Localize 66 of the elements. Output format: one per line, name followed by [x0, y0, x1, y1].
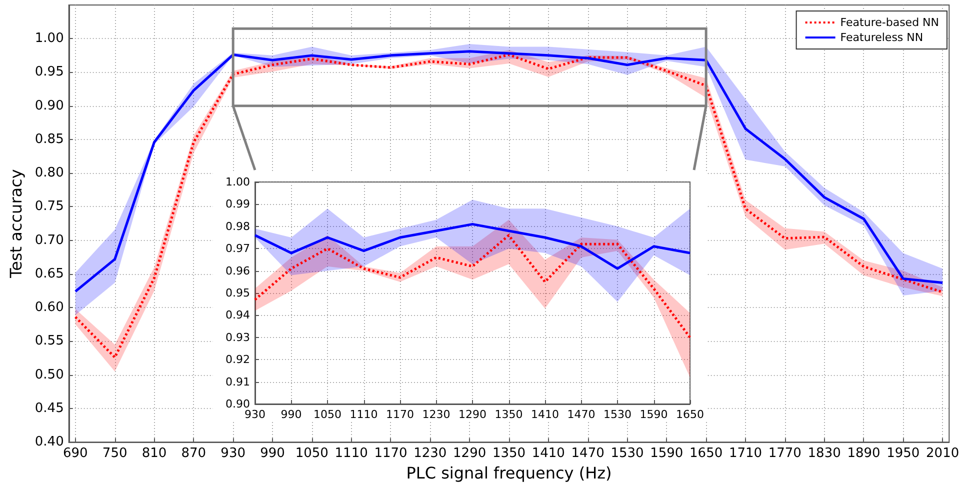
y-tick-label: 0.65	[34, 266, 64, 282]
y-tick-label: 0.90	[34, 98, 64, 114]
x-tick-label: 1530	[610, 446, 644, 462]
y-tick-label: 0.97	[226, 242, 250, 256]
x-tick-label: 990	[260, 446, 285, 462]
y-tick-label: 0.95	[34, 64, 64, 80]
x-tick-label: 1050	[295, 446, 328, 462]
x-tick-label: 1710	[728, 446, 762, 462]
y-tick-label: 0.99	[226, 198, 250, 211]
x-tick-label: 1290	[458, 408, 486, 421]
x-tick-label: 1350	[492, 446, 526, 462]
y-tick-label: 1.00	[226, 176, 250, 188]
x-tick-label: 870	[181, 446, 206, 462]
x-tick-label: 1890	[847, 446, 880, 462]
x-tick-label: 930	[244, 408, 266, 421]
y-tick-label: 0.85	[34, 132, 64, 147]
y-tick-label: 0.75	[34, 199, 64, 214]
x-tick-label: 1770	[768, 446, 802, 462]
x-tick-label: 1950	[886, 446, 920, 462]
x-tick-label: 1470	[567, 408, 596, 421]
y-axis-title: Test accuracy	[6, 169, 26, 279]
x-tick-label: 1830	[808, 446, 841, 462]
x-tick-label: 2010	[926, 446, 960, 462]
y-tick-label: 1.00	[34, 31, 64, 46]
x-tick-label: 750	[102, 446, 128, 462]
line-series	[254, 234, 692, 339]
x-tick-label: 1410	[532, 446, 565, 462]
y-tick-label: 0.96	[226, 264, 250, 278]
x-tick-label: 990	[280, 408, 302, 421]
y-tick-label: 0.90	[226, 398, 250, 410]
x-tick-label: 1590	[640, 408, 668, 421]
x-tick-label: 1170	[374, 446, 408, 462]
legend-label: Feature-based NN	[840, 16, 940, 29]
legend-label: Featureless NN	[840, 31, 924, 44]
y-tick-label: 0.45	[34, 400, 64, 416]
x-tick-label: 1470	[571, 446, 604, 462]
x-tick-label: 1110	[350, 408, 378, 421]
x-tick-label: 1290	[453, 446, 486, 462]
line-series	[254, 222, 692, 270]
x-tick-label: 690	[63, 446, 88, 462]
y-tick-label: 0.55	[34, 334, 64, 349]
x-tick-label: 1650	[690, 446, 723, 462]
y-tick-label: 0.40	[34, 434, 64, 450]
x-tick-label: 810	[142, 446, 167, 462]
x-tick-label: 1530	[604, 408, 632, 421]
y-tick-label: 0.92	[226, 353, 250, 366]
y-tick-label: 0.95	[226, 286, 250, 300]
y-tick-label: 0.80	[34, 166, 64, 181]
x-tick-label: 930	[220, 446, 246, 462]
x-axis-title: PLC signal frequency (Hz)	[406, 464, 612, 482]
y-tick-label: 0.98	[226, 220, 250, 233]
y-tick-label: 0.60	[34, 300, 64, 316]
y-tick-label: 0.93	[226, 330, 250, 344]
x-tick-label: 1110	[334, 446, 368, 462]
x-tick-label: 1650	[676, 408, 704, 421]
y-tick-label: 0.50	[34, 367, 64, 382]
y-tick-label: 0.91	[226, 375, 250, 388]
y-tick-label: 0.94	[226, 308, 250, 322]
x-tick-label: 1350	[494, 408, 523, 421]
x-tick-label: 1230	[422, 408, 450, 421]
x-tick-label: 1590	[650, 446, 684, 462]
x-tick-label: 1410	[531, 408, 559, 421]
x-tick-label: 1230	[414, 446, 447, 462]
y-tick-label: 0.70	[34, 232, 64, 248]
x-tick-label: 1170	[386, 408, 414, 421]
x-tick-label: 1050	[314, 408, 342, 421]
